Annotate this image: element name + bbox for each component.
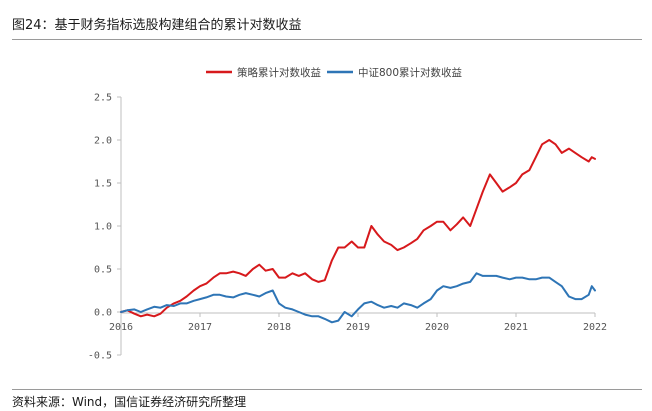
x-tick-label: 2017 xyxy=(188,322,212,333)
y-tick-label: -0.5 xyxy=(88,351,112,362)
y-tick-label: 2.5 xyxy=(94,93,112,104)
legend-label: 中证800累计对数收益 xyxy=(358,66,463,79)
series-layer xyxy=(120,139,596,324)
figure-title: 图24：基于财务指标选股构建组合的累计对数收益 xyxy=(12,18,302,33)
legend-item-1: 策略累计对数收益 xyxy=(206,66,321,79)
source-note: 资料来源：Wind，国信证券经济研究所整理 xyxy=(12,395,247,409)
series-line-1 xyxy=(120,139,596,318)
x-tick-label: 2018 xyxy=(267,322,291,333)
legend-item-2: 中证800累计对数收益 xyxy=(327,66,463,79)
series-1 xyxy=(120,139,596,318)
axes: 2.5 2.0 1.5 1.0 0.5 0.0 -0.5 2016 2017 2018 2019 20… xyxy=(88,93,607,362)
x-tick-label: 2021 xyxy=(504,322,528,333)
x-tick-label: 2022 xyxy=(583,322,607,333)
x-tick-label: 2019 xyxy=(346,322,370,333)
y-tick-label: 1.0 xyxy=(94,222,112,233)
x-tick-label: 2020 xyxy=(425,322,449,333)
series-line-2 xyxy=(120,272,596,324)
legend: 策略累计对数收益 中证800累计对数收益 xyxy=(206,66,463,79)
line-chart: 2.5 2.0 1.5 1.0 0.5 0.0 -0.5 2016 2017 2018 2019 20… xyxy=(88,66,607,362)
y-tick-label: 1.5 xyxy=(94,179,112,190)
top-rule xyxy=(12,39,642,40)
y-tick-label: 0.5 xyxy=(94,265,112,276)
y-tick-label: 2.0 xyxy=(94,136,112,147)
x-tick-label: 2016 xyxy=(109,322,133,333)
series-2 xyxy=(120,272,596,324)
bottom-rule xyxy=(12,389,642,390)
y-tick-label: 0.0 xyxy=(94,308,112,319)
legend-label: 策略累计对数收益 xyxy=(237,66,321,79)
